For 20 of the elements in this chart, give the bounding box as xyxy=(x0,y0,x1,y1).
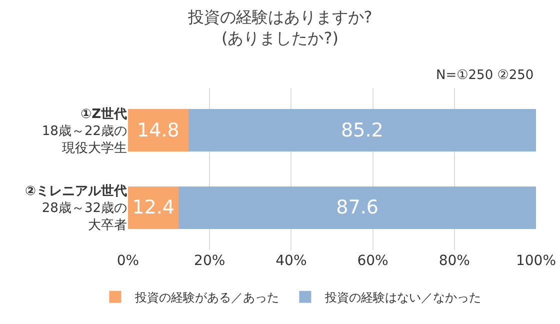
legend-label: 投資の経験がある／あった xyxy=(134,290,280,305)
x-tick-label: 80% xyxy=(438,253,470,269)
x-tick-label: 60% xyxy=(357,253,388,269)
legend-label: 投資の経験はない／なかった xyxy=(324,290,482,305)
data-label: 87.6 xyxy=(336,196,378,219)
x-tick-label: 0% xyxy=(116,253,140,269)
data-label: 12.4 xyxy=(132,196,174,219)
data-label: 14.8 xyxy=(137,119,180,142)
bar xyxy=(128,109,188,152)
bar xyxy=(128,186,179,229)
bar xyxy=(178,186,536,229)
x-tick-label: 20% xyxy=(194,253,226,269)
text: N=①250 ②250 xyxy=(436,68,534,83)
y-tick-label: ①Z世代 18歳～22歳の現役大学生 xyxy=(42,107,127,156)
x-tick-label: 100% xyxy=(516,253,556,269)
bar xyxy=(188,109,536,152)
data-label: 85.2 xyxy=(341,119,384,142)
y-tick-label: ②ミレニアル世代 28歳～32歳の大卒者 xyxy=(24,184,127,234)
chart-title: 投資の経験はありますか? (ありましたか?) xyxy=(186,8,372,48)
x-tick-label: 40% xyxy=(276,253,307,269)
